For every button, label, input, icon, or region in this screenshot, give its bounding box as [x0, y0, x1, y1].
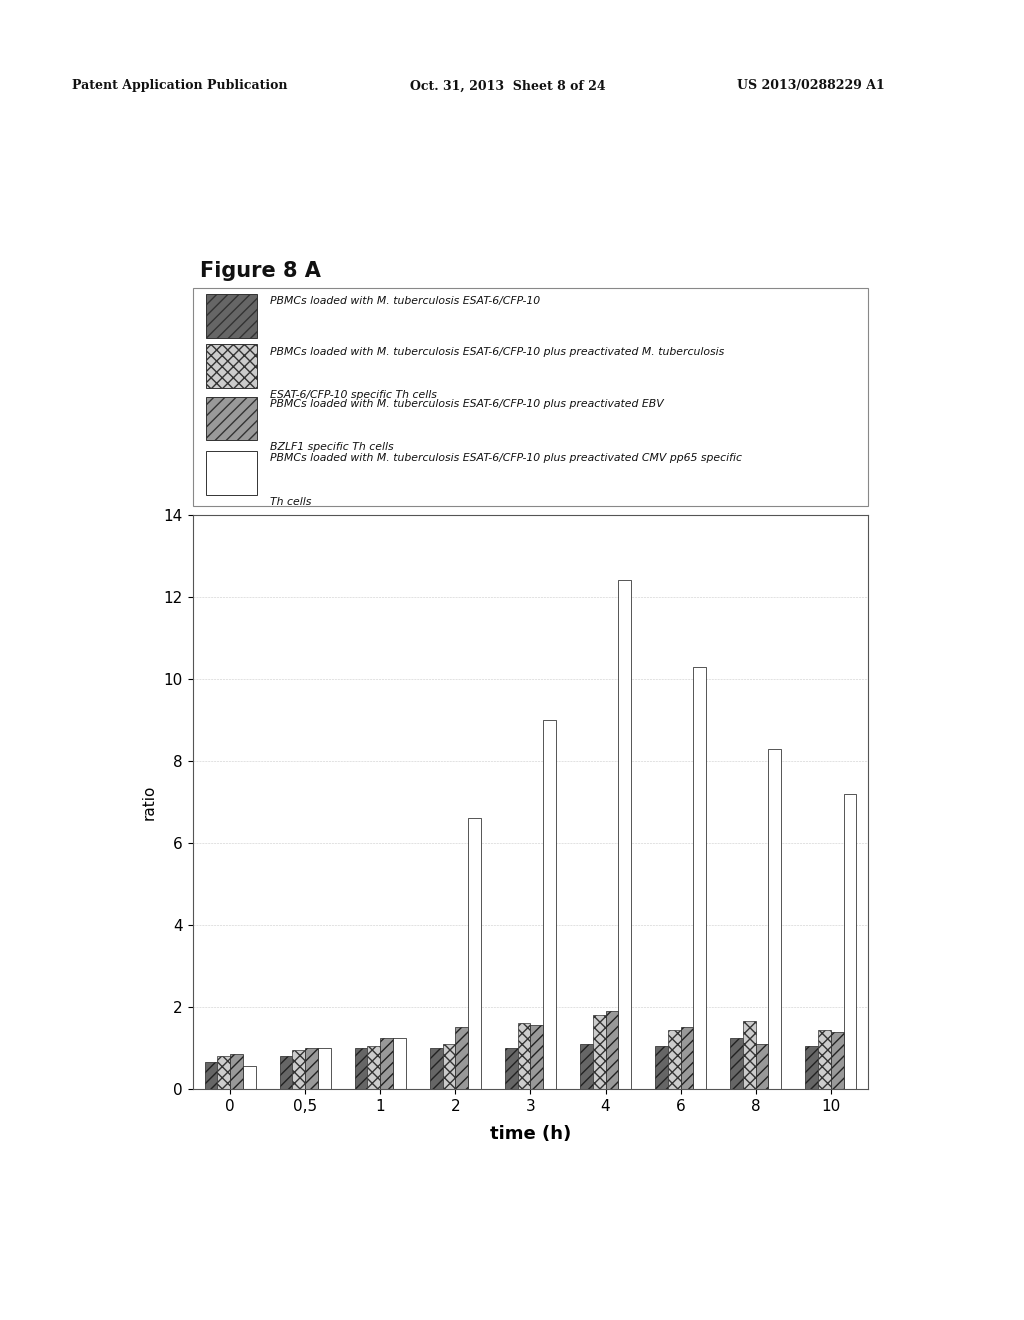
Text: Oct. 31, 2013  Sheet 8 of 24: Oct. 31, 2013 Sheet 8 of 24 — [410, 79, 605, 92]
Bar — [730, 1038, 743, 1089]
Bar — [743, 1022, 756, 1089]
Bar — [543, 719, 556, 1089]
Text: PBMCs loaded with M. tuberculosis ESAT-6/CFP-10 plus preactivated EBV: PBMCs loaded with M. tuberculosis ESAT-6… — [270, 399, 664, 409]
Bar — [442, 1044, 456, 1089]
Bar — [505, 1048, 518, 1089]
Bar — [844, 793, 856, 1089]
Text: PBMCs loaded with M. tuberculosis ESAT-6/CFP-10 plus preactivated CMV pp65 speci: PBMCs loaded with M. tuberculosis ESAT-6… — [270, 453, 742, 463]
Bar — [518, 1023, 530, 1089]
Bar — [580, 1044, 593, 1089]
Bar — [305, 1048, 317, 1089]
Bar — [317, 1048, 331, 1089]
Bar — [393, 1038, 406, 1089]
X-axis label: time (h): time (h) — [489, 1125, 571, 1143]
Bar — [693, 667, 707, 1089]
Bar — [530, 1026, 543, 1089]
Bar — [668, 1030, 681, 1089]
Bar — [280, 1056, 293, 1089]
Bar — [655, 1045, 668, 1089]
Text: ESAT-6/CFP-10 specific Th cells: ESAT-6/CFP-10 specific Th cells — [270, 391, 437, 400]
Bar — [818, 1030, 830, 1089]
Bar — [206, 294, 257, 338]
Bar — [593, 1015, 605, 1089]
Text: Figure 8 A: Figure 8 A — [200, 260, 321, 281]
Text: Patent Application Publication: Patent Application Publication — [72, 79, 287, 92]
Bar — [468, 818, 481, 1089]
Bar — [230, 1055, 243, 1089]
Bar — [293, 1049, 305, 1089]
Bar — [380, 1038, 393, 1089]
Bar — [354, 1048, 368, 1089]
Bar — [805, 1045, 818, 1089]
Bar — [368, 1045, 380, 1089]
Bar — [206, 451, 257, 495]
Bar — [605, 1011, 618, 1089]
Y-axis label: ratio: ratio — [141, 784, 157, 820]
Bar — [206, 345, 257, 388]
Text: Th cells: Th cells — [270, 496, 311, 507]
Text: PBMCs loaded with M. tuberculosis ESAT-6/CFP-10 plus preactivated M. tuberculosi: PBMCs loaded with M. tuberculosis ESAT-6… — [270, 347, 725, 356]
Bar — [618, 581, 631, 1089]
Bar — [243, 1067, 256, 1089]
Bar — [430, 1048, 442, 1089]
Text: PBMCs loaded with M. tuberculosis ESAT-6/CFP-10: PBMCs loaded with M. tuberculosis ESAT-6… — [270, 297, 541, 306]
Bar — [756, 1044, 768, 1089]
Bar — [206, 396, 257, 441]
Bar — [768, 748, 781, 1089]
Bar — [205, 1063, 217, 1089]
Text: US 2013/0288229 A1: US 2013/0288229 A1 — [737, 79, 885, 92]
Bar — [681, 1027, 693, 1089]
Bar — [217, 1056, 230, 1089]
Bar — [830, 1032, 844, 1089]
Text: BZLF1 specific Th cells: BZLF1 specific Th cells — [270, 442, 394, 453]
Bar — [456, 1027, 468, 1089]
